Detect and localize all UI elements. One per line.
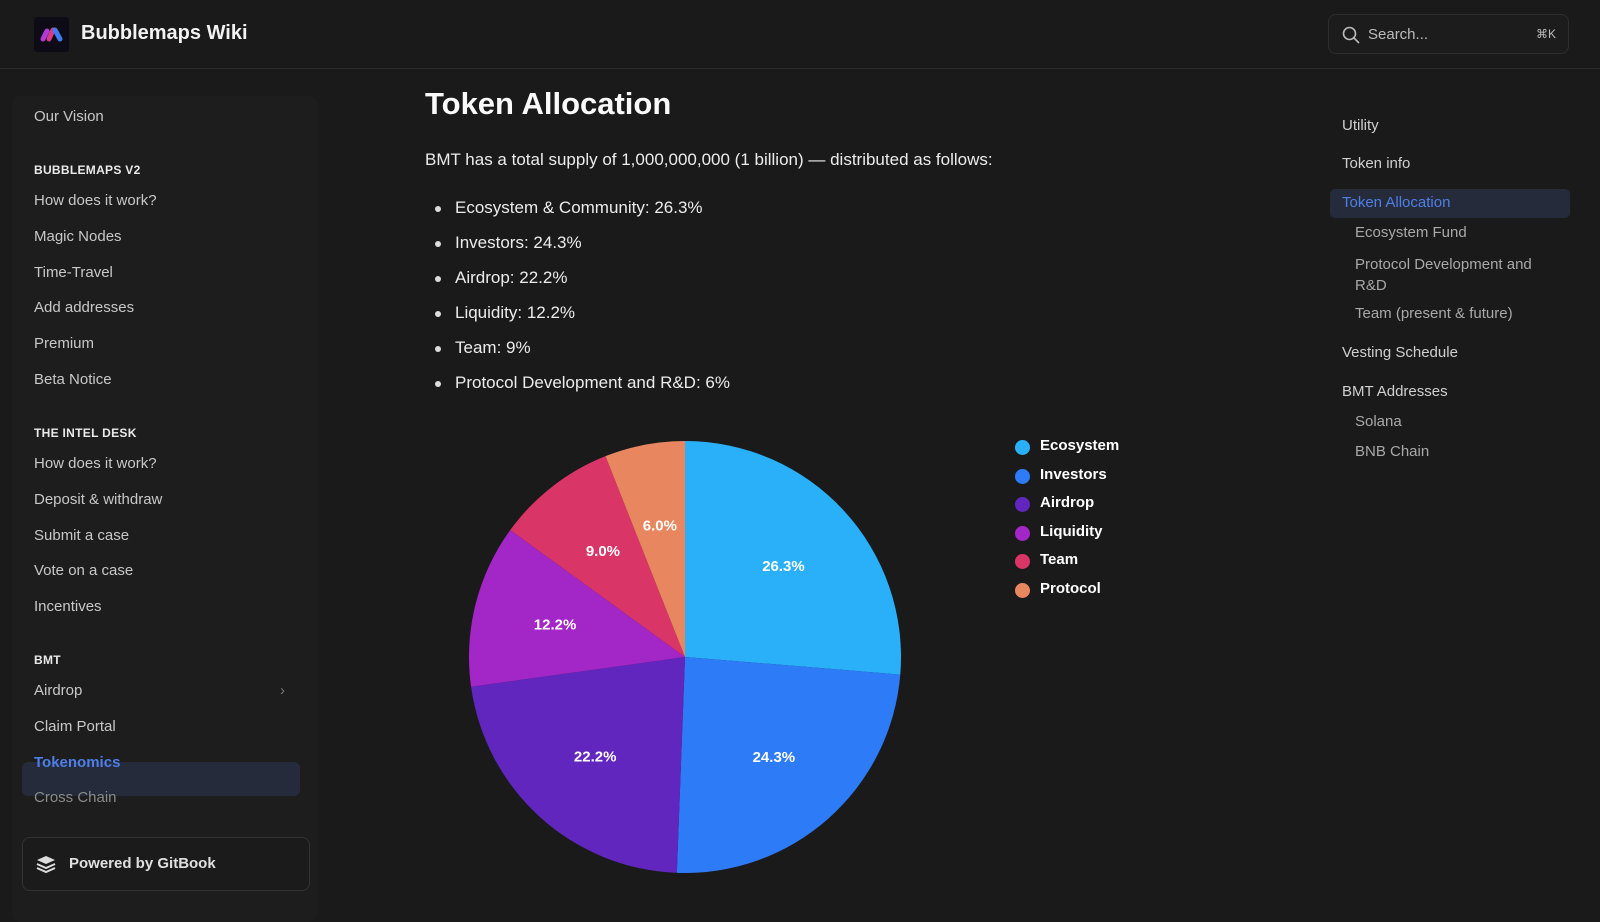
toc-item[interactable]: Token info: [1342, 155, 1411, 172]
legend-item: Investors: [1015, 466, 1119, 495]
powered-by-label: Powered by GitBook: [69, 855, 216, 872]
pie-slice-liquidity: [469, 530, 685, 687]
page-title: Token Allocation: [425, 86, 672, 121]
sidebar-item[interactable]: Our Vision: [34, 108, 104, 125]
sidebar-item[interactable]: Incentives: [34, 598, 102, 615]
bubblemaps-logo[interactable]: [34, 17, 69, 52]
sidebar-item[interactable]: Airdrop: [34, 682, 83, 699]
pie-slice-protocol: [605, 441, 685, 657]
pie-slice-ecosystem: [685, 441, 901, 675]
sidebar-item[interactable]: How does it work?: [34, 192, 157, 209]
toc-item[interactable]: BMT Addresses: [1342, 383, 1448, 400]
list-item: Liquidity: 12.2%: [425, 303, 730, 338]
legend-swatch: [1015, 468, 1030, 484]
chart-legend: Ecosystem Investors Airdrop Liquidity Team Pr…: [1015, 437, 1119, 608]
toc-item[interactable]: Vesting Schedule: [1342, 344, 1458, 361]
sidebar-item[interactable]: Tokenomics: [34, 754, 121, 771]
toc-item[interactable]: Protocol Development and R&D: [1355, 256, 1532, 294]
sidebar: Our Vision BUBBLEMAPS V2 How does it work?…: [12, 96, 317, 922]
site-title[interactable]: Bubblemaps Wiki: [81, 22, 248, 44]
list-item: Team: 9%: [425, 338, 730, 373]
active-item-highlight: [22, 762, 300, 796]
sidebar-section-heading: THE INTEL DESK: [34, 426, 137, 440]
pie-slice-team: [510, 456, 685, 657]
allocation-list: Ecosystem & Community: 26.3% Investors: …: [425, 198, 730, 408]
toc-item[interactable]: Token Allocation: [1342, 194, 1451, 211]
search-placeholder: Search...: [1368, 26, 1429, 43]
search-icon: [1342, 26, 1360, 44]
toc-item[interactable]: Utility: [1342, 117, 1379, 134]
list-item: Investors: 24.3%: [425, 233, 730, 268]
legend-label: Protocol: [1040, 579, 1101, 597]
sidebar-item[interactable]: Magic Nodes: [34, 228, 122, 245]
pie-slice-investors: [676, 657, 901, 873]
slice-label: 6.0%: [643, 517, 677, 534]
sidebar-item[interactable]: Claim Portal: [34, 718, 116, 735]
sidebar-item[interactable]: Time-Travel: [34, 264, 113, 281]
chevron-right-icon[interactable]: ›: [280, 682, 285, 699]
toc-item[interactable]: Ecosystem Fund: [1355, 224, 1467, 241]
allocation-pie-chart: 26.3% 24.3% 22.2% 12.2% 9.0% 6.0%: [469, 441, 901, 873]
toc-active-highlight: [1330, 189, 1570, 218]
legend-item: Liquidity: [1015, 523, 1119, 552]
legend-swatch: [1015, 497, 1030, 512]
sidebar-item[interactable]: Beta Notice: [34, 371, 112, 388]
legend-item: Airdrop: [1015, 494, 1119, 523]
slice-label: 9.0%: [586, 543, 620, 560]
sidebar-item[interactable]: Add addresses: [34, 299, 135, 316]
pie-slice-airdrop: [471, 657, 685, 873]
toc-item[interactable]: BNB Chain: [1355, 443, 1430, 460]
legend-label: Liquidity: [1040, 522, 1103, 540]
intro-text: BMT has a total supply of 1,000,000,000 …: [425, 150, 993, 169]
powered-by-gitbook[interactable]: Powered by GitBook: [22, 837, 310, 891]
legend-item: Ecosystem: [1015, 437, 1119, 466]
legend-swatch: [1015, 525, 1030, 541]
sidebar-item[interactable]: Premium: [34, 335, 95, 352]
toc-item[interactable]: Team (present & future): [1355, 305, 1513, 322]
toc-item[interactable]: Solana: [1355, 413, 1402, 430]
list-item: Ecosystem & Community: 26.3%: [425, 198, 730, 233]
sidebar-section-heading: BUBBLEMAPS V2: [34, 163, 141, 177]
sidebar-item[interactable]: Submit a case: [34, 527, 130, 544]
legend-item: Team: [1015, 551, 1119, 580]
legend-label: Airdrop: [1040, 494, 1095, 511]
list-item: Protocol Development and R&D: 6%: [425, 373, 730, 408]
search-input[interactable]: Search... ⌘K: [1328, 14, 1569, 54]
slice-label: 26.3%: [762, 558, 805, 575]
sidebar-item[interactable]: How does it work?: [34, 455, 157, 472]
slice-label: 22.2%: [574, 748, 617, 765]
sidebar-section-heading: BMT: [34, 653, 61, 667]
slice-label: 24.3%: [753, 749, 796, 766]
list-item: Airdrop: 22.2%: [425, 268, 730, 303]
legend-swatch: [1015, 440, 1030, 455]
legend-item: Protocol: [1015, 580, 1119, 609]
legend-swatch: [1015, 554, 1030, 569]
sidebar-item[interactable]: Cross Chain: [34, 789, 117, 806]
legend-label: Team: [1040, 551, 1079, 568]
search-shortcut: ⌘K: [1535, 27, 1556, 41]
gitbook-icon: [36, 856, 56, 874]
top-header: Bubblemaps Wiki Search... ⌘K: [0, 0, 1600, 69]
legend-label: Investors: [1040, 465, 1107, 483]
sidebar-item[interactable]: Deposit & withdraw: [34, 491, 163, 508]
legend-label: Ecosystem: [1040, 437, 1120, 454]
slice-label: 12.2%: [534, 617, 577, 634]
sidebar-item[interactable]: Vote on a case: [34, 562, 134, 579]
legend-swatch: [1015, 582, 1030, 598]
